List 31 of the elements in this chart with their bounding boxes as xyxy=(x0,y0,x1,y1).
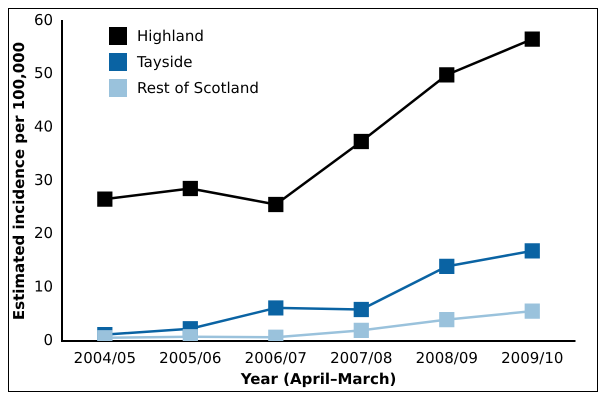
point xyxy=(354,302,369,318)
x-tick-label: 2007/08 xyxy=(330,348,392,367)
x-tick-label: 2008/09 xyxy=(416,348,478,367)
point xyxy=(97,192,112,207)
point xyxy=(524,304,540,319)
y-tick-label: 20 xyxy=(34,224,54,242)
legend-label: Rest of Scotland xyxy=(137,79,259,97)
point xyxy=(268,196,284,212)
point xyxy=(439,258,454,274)
point xyxy=(439,312,454,328)
point xyxy=(354,134,369,150)
legend-label: Tayside xyxy=(137,53,192,71)
x-tick-label: 2006/07 xyxy=(244,348,307,367)
point xyxy=(354,322,369,338)
point xyxy=(524,32,540,47)
point xyxy=(268,300,284,316)
y-tick-label: 0 xyxy=(44,330,54,349)
x-axis-title: Year (April–March) xyxy=(240,370,396,388)
y-tick-label: 40 xyxy=(34,118,54,136)
y-tick-label: 60 xyxy=(34,10,54,29)
point xyxy=(182,180,198,196)
y-tick-label: 50 xyxy=(34,64,54,82)
point xyxy=(524,243,540,258)
y-axis-title: Estimated incidence per 100,000 xyxy=(10,42,28,320)
x-tick-label: 2009/10 xyxy=(501,348,564,367)
y-tick-label: 30 xyxy=(34,170,54,189)
x-tick-label: 2005/06 xyxy=(159,348,222,367)
point xyxy=(439,67,454,82)
y-tick-label: 10 xyxy=(34,278,54,296)
x-tick-label: 2004/05 xyxy=(74,348,136,367)
legend-label: Highland xyxy=(137,27,204,45)
